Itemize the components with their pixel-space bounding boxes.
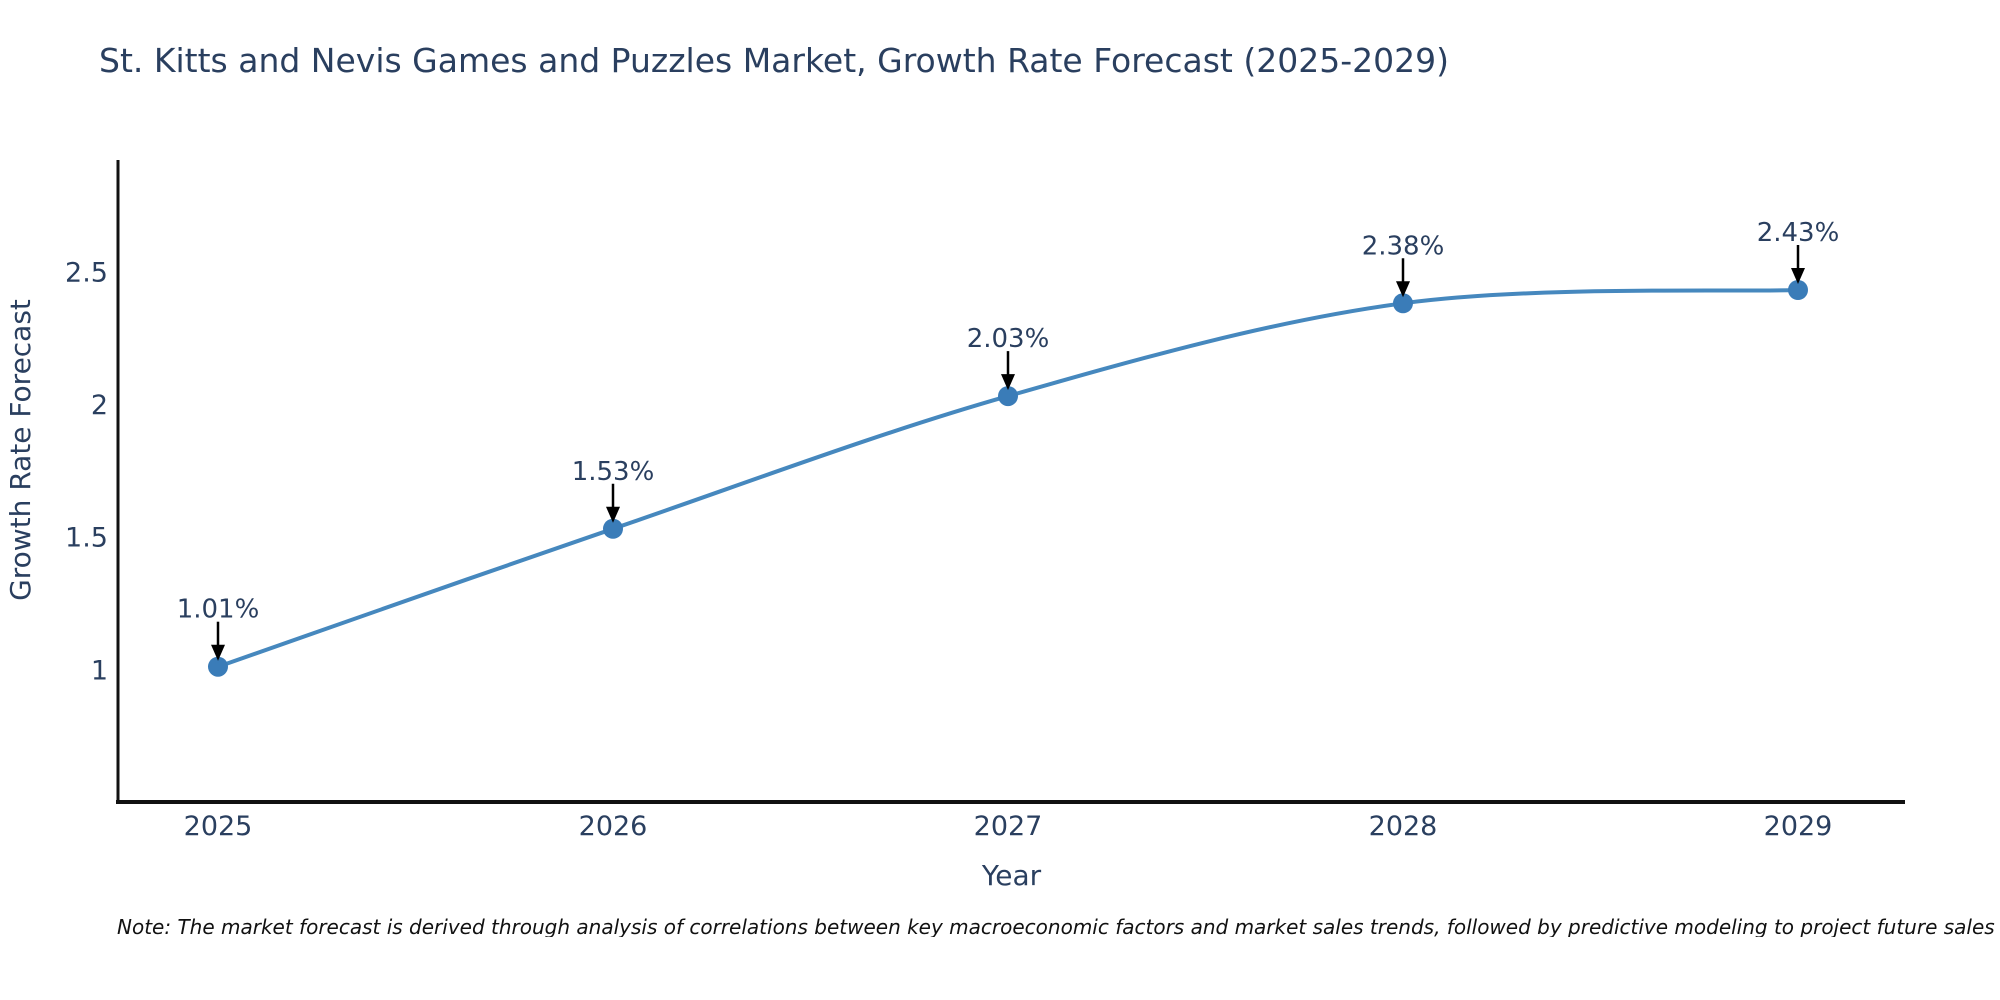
point-annotation-label: 2.03% [967, 324, 1050, 354]
data-point-marker [1788, 279, 1808, 300]
point-annotation-label: 1.53% [572, 457, 655, 487]
chart-title: St. Kitts and Nevis Games and Puzzles Ma… [99, 41, 1449, 80]
data-point-marker [603, 518, 623, 539]
x-tick-label: 2028 [1369, 811, 1438, 842]
footnote: Note: The market forecast is derived thr… [117, 917, 1995, 937]
point-annotation-label: 2.43% [1757, 218, 1840, 248]
annotation-arrowhead-icon [1396, 281, 1410, 298]
data-point-marker [998, 386, 1018, 407]
point-annotation-label: 2.38% [1362, 231, 1445, 261]
annotation-arrowhead-icon [1001, 374, 1015, 391]
point-annotation-label: 1.01% [177, 595, 260, 625]
y-tick-label: 1 [91, 655, 108, 686]
annotation-arrowhead-icon [606, 506, 620, 523]
annotation-arrowhead-icon [211, 644, 225, 661]
data-point-marker [208, 656, 228, 677]
annotation-arrowhead-icon [1791, 267, 1805, 284]
x-tick-label: 2029 [1764, 811, 1833, 842]
data-point-marker [1393, 293, 1413, 314]
y-tick-label: 1.5 [65, 523, 108, 554]
x-tick-label: 2026 [579, 811, 648, 842]
x-tick-label: 2025 [184, 811, 253, 842]
y-axis-title: Growth Rate Forecast [4, 299, 37, 601]
x-tick-label: 2027 [974, 811, 1043, 842]
y-tick-label: 2.5 [65, 257, 108, 288]
x-axis-title: Year [981, 859, 1042, 892]
y-tick-label: 2 [91, 390, 108, 421]
